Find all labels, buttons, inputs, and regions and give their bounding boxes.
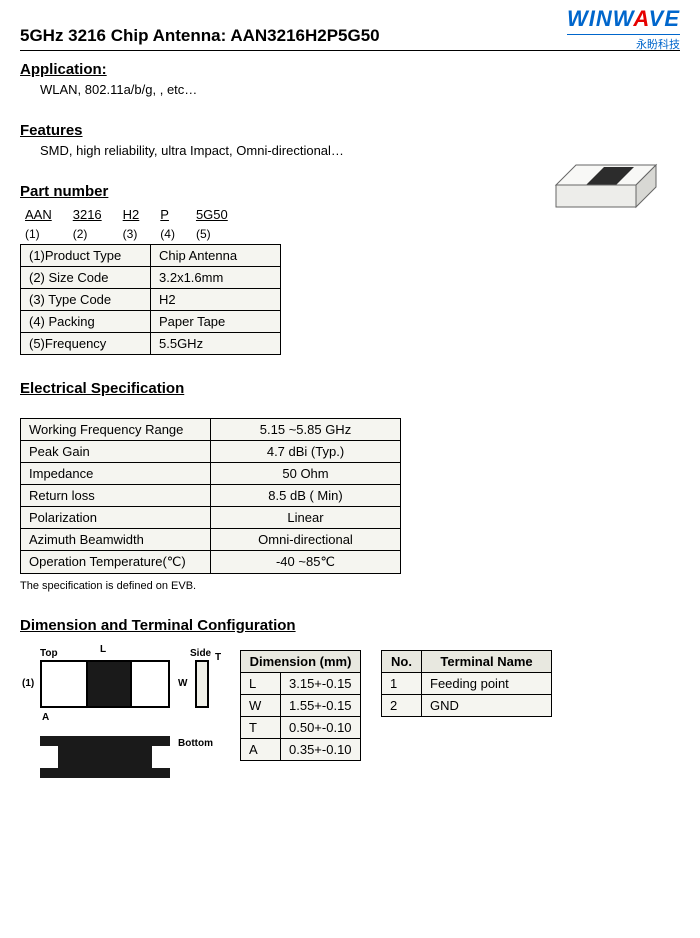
code-2: 3216	[73, 207, 102, 222]
partnumber-codes: AAN 3216 H2 P 5G50 (1) (2) (3) (4) (5)	[22, 204, 248, 244]
pn-r2c0: (3) Type Code	[21, 289, 151, 311]
term-r1c1: GND	[422, 695, 552, 717]
pn-r1c1: 3.2x1.6mm	[151, 267, 281, 289]
dimension-diagram: Top Side L W T (1) (2) A Bottom	[20, 648, 220, 788]
el-r3c1: 8.5 dB ( Min)	[211, 485, 401, 507]
idx-4: (4)	[159, 225, 193, 242]
dimension-head: Dimension and Terminal Configuration	[20, 617, 680, 634]
logo-subtitle: 永盼科技	[567, 34, 680, 52]
el-r2c1: 50 Ohm	[211, 463, 401, 485]
el-r4c0: Polarization	[21, 507, 211, 529]
code-5: 5G50	[196, 207, 228, 222]
code-1: AAN	[25, 207, 52, 222]
pn-r3c1: Paper Tape	[151, 311, 281, 333]
idx-5: (5)	[195, 225, 246, 242]
term-r0c0: 1	[382, 673, 422, 695]
term-r1c0: 2	[382, 695, 422, 717]
term-th0: No.	[382, 651, 422, 673]
application-body: WLAN, 802.11a/b/g, , etc…	[40, 82, 680, 97]
dim-r3c0: A	[241, 739, 281, 761]
dimension-table: Dimension (mm) L3.15+-0.15 W1.55+-0.15 T…	[240, 650, 361, 761]
lbl-L: L	[100, 644, 106, 655]
pn-r2c1: H2	[151, 289, 281, 311]
el-r5c0: Azimuth Beamwidth	[21, 529, 211, 551]
features-head: Features	[20, 122, 680, 139]
pn-r3c0: (4) Packing	[21, 311, 151, 333]
logo: WINWAVE 永盼科技	[567, 6, 680, 52]
pn-r0c1: Chip Antenna	[151, 245, 281, 267]
el-r1c1: 4.7 dBi (Typ.)	[211, 441, 401, 463]
pn-r0c0: (1)Product Type	[21, 245, 151, 267]
el-r5c1: Omni-directional	[211, 529, 401, 551]
dim-r0c0: L	[241, 673, 281, 695]
term-th1: Terminal Name	[422, 651, 552, 673]
dim-th: Dimension (mm)	[241, 651, 361, 673]
el-r0c0: Working Frequency Range	[21, 419, 211, 441]
lbl-T: T	[215, 652, 221, 663]
terminal-table: No.Terminal Name 1Feeding point 2GND	[381, 650, 552, 717]
chip-top-icon	[40, 660, 170, 708]
lbl-A: A	[42, 712, 49, 723]
term-r0c1: Feeding point	[422, 673, 552, 695]
chip-side-icon	[195, 660, 209, 708]
code-3: H2	[123, 207, 140, 222]
dim-r1c1: 1.55+-0.15	[281, 695, 361, 717]
el-r3c0: Return loss	[21, 485, 211, 507]
logo-text: WINWAVE	[567, 6, 680, 32]
lbl-side: Side	[190, 648, 211, 659]
electrical-footnote: The specification is defined on EVB.	[20, 580, 680, 592]
pn-r1c0: (2) Size Code	[21, 267, 151, 289]
pn-r4c0: (5)Frequency	[21, 333, 151, 355]
lbl-W: W	[178, 678, 187, 689]
lbl-p1: (1)	[22, 678, 34, 689]
dim-r1c0: W	[241, 695, 281, 717]
idx-1: (1)	[24, 225, 70, 242]
el-r0c1: 5.15 ~5.85 GHz	[211, 419, 401, 441]
chip-3d-icon	[536, 145, 676, 235]
dim-r3c1: 0.35+-0.10	[281, 739, 361, 761]
dim-r0c1: 3.15+-0.15	[281, 673, 361, 695]
electrical-head: Electrical Specification	[20, 380, 680, 397]
idx-3: (3)	[122, 225, 158, 242]
chip-bottom-icon	[40, 736, 170, 778]
partnumber-table: (1)Product TypeChip Antenna (2) Size Cod…	[20, 244, 281, 355]
dim-r2c1: 0.50+-0.10	[281, 717, 361, 739]
el-r2c0: Impedance	[21, 463, 211, 485]
el-r1c0: Peak Gain	[21, 441, 211, 463]
lbl-bottom: Bottom	[178, 738, 213, 749]
electrical-table: Working Frequency Range5.15 ~5.85 GHz Pe…	[20, 418, 401, 574]
el-r4c1: Linear	[211, 507, 401, 529]
el-r6c1: -40 ~85℃	[211, 551, 401, 574]
el-r6c0: Operation Temperature(℃)	[21, 551, 211, 574]
idx-2: (2)	[72, 225, 120, 242]
pn-r4c1: 5.5GHz	[151, 333, 281, 355]
lbl-top: Top	[40, 648, 58, 659]
code-4: P	[160, 207, 169, 222]
dim-r2c0: T	[241, 717, 281, 739]
dimension-row: Top Side L W T (1) (2) A Bottom Dimensio…	[20, 648, 680, 788]
application-head: Application:	[20, 61, 680, 78]
